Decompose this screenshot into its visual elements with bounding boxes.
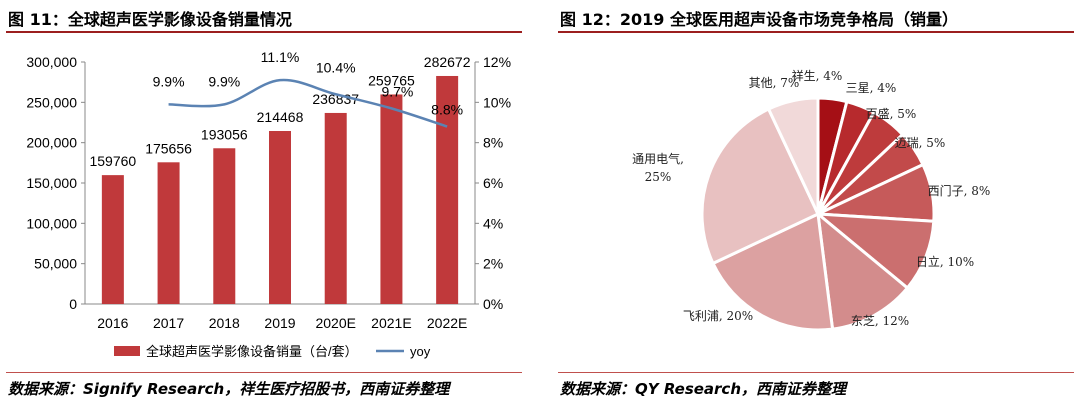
bar-value-label: 282672 bbox=[424, 54, 471, 70]
left-tick-label: 0 bbox=[69, 296, 77, 312]
left-tick-label: 300,000 bbox=[26, 54, 77, 70]
bar bbox=[380, 94, 403, 304]
left-tick-label: 200,000 bbox=[26, 135, 77, 151]
yoy-value-label: 11.1% bbox=[261, 49, 300, 65]
bar bbox=[157, 162, 180, 304]
right-tick-label: 2% bbox=[483, 256, 503, 272]
category-label: 2019 bbox=[264, 315, 295, 331]
legend-bar-label: 全球超声医学影像设备销量（台/套） bbox=[146, 344, 358, 359]
bar bbox=[269, 130, 291, 304]
bar-value-label: 259765 bbox=[368, 72, 415, 88]
pie-slice-10 bbox=[766, 96, 820, 215]
yoy-value-label: 10.4% bbox=[316, 59, 356, 75]
category-label: 2022E bbox=[427, 315, 467, 331]
right-tick-label: 6% bbox=[483, 175, 503, 191]
yoy-value-label: 9.9% bbox=[208, 73, 240, 89]
bar bbox=[213, 148, 236, 304]
bar-value-label: 159760 bbox=[89, 153, 136, 169]
pie-slice-label: 日立, 10% bbox=[916, 254, 974, 269]
bar-line-chart: 0 50,000 100,000 150,000 200,000 250,000 300,0… bbox=[26, 49, 511, 359]
bar bbox=[324, 112, 347, 305]
yoy-line bbox=[168, 78, 448, 128]
left-source-note: 数据来源：Signify Research，祥生医疗招股书，西南证券整理 bbox=[8, 380, 450, 398]
legend-line-label: yoy bbox=[410, 344, 431, 359]
bar-value-label: 214468 bbox=[257, 109, 304, 125]
category-label: 2020E bbox=[315, 315, 355, 331]
legend-bar-swatch bbox=[114, 346, 140, 356]
pie-slice-label: 25% bbox=[645, 170, 672, 184]
left-tick-label: 250,000 bbox=[26, 94, 77, 110]
bar bbox=[101, 175, 124, 304]
yoy-value-label: 9.7% bbox=[381, 83, 413, 99]
pie-slice-9 bbox=[700, 107, 820, 266]
pie-slice-label: 祥生, 4% bbox=[792, 69, 843, 83]
right-source-rule bbox=[558, 372, 1074, 373]
left-title-rule bbox=[6, 31, 522, 33]
bar-value-label: 236837 bbox=[312, 91, 359, 107]
right-tick-label: 0% bbox=[483, 296, 503, 312]
pie-slice-label: 百盛, 5% bbox=[866, 106, 917, 121]
left-figure-title: 图 11：全球超声医学影像设备销量情况 bbox=[8, 10, 292, 29]
right-source-note: 数据来源：QY Research，西南证券整理 bbox=[560, 380, 847, 398]
bar-value-label: 193056 bbox=[201, 126, 248, 142]
pie-slice-label: 东芝, 12% bbox=[851, 313, 909, 328]
category-label: 2016 bbox=[97, 315, 128, 331]
pie-slice-8 bbox=[711, 211, 835, 332]
category-label: 2021E bbox=[371, 315, 411, 331]
right-title-rule bbox=[558, 31, 1074, 33]
pie-slice-label: 迈瑞, 5% bbox=[895, 136, 946, 150]
pie-slice-label: 其他, 7% bbox=[749, 76, 800, 90]
pie-slice-label: 三星, 4% bbox=[846, 81, 897, 95]
yoy-value-label: 8.8% bbox=[431, 102, 463, 118]
left-source-rule bbox=[6, 372, 522, 373]
pie-slice-label: 通用电气, bbox=[632, 151, 684, 166]
right-tick-label: 8% bbox=[483, 135, 503, 151]
category-label: 2018 bbox=[209, 315, 240, 331]
pie-slice-label: 飞利浦, 20% bbox=[683, 309, 753, 323]
bar-value-label: 175656 bbox=[145, 140, 192, 156]
pie-slice-7 bbox=[816, 210, 910, 331]
bar bbox=[436, 75, 459, 304]
right-figure-title: 图 12：2019 全球医用超声设备市场竞争格局（销量） bbox=[560, 10, 958, 29]
category-label: 2017 bbox=[153, 315, 184, 331]
pie-chart: 祥生, 4%三星, 4% 百盛, 5% 迈瑞, 5% 西门子, 8% 日立, 10% 东芝… bbox=[632, 69, 991, 332]
left-tick-label: 50,000 bbox=[34, 256, 77, 272]
yoy-value-label: 9.9% bbox=[153, 73, 185, 89]
right-tick-label: 12% bbox=[483, 54, 511, 70]
right-tick-label: 10% bbox=[483, 94, 511, 110]
pie-slice-label: 西门子, 8% bbox=[928, 183, 991, 198]
right-tick-label: 4% bbox=[483, 215, 503, 231]
left-tick-label: 100,000 bbox=[26, 215, 77, 231]
left-tick-label: 150,000 bbox=[26, 175, 77, 191]
